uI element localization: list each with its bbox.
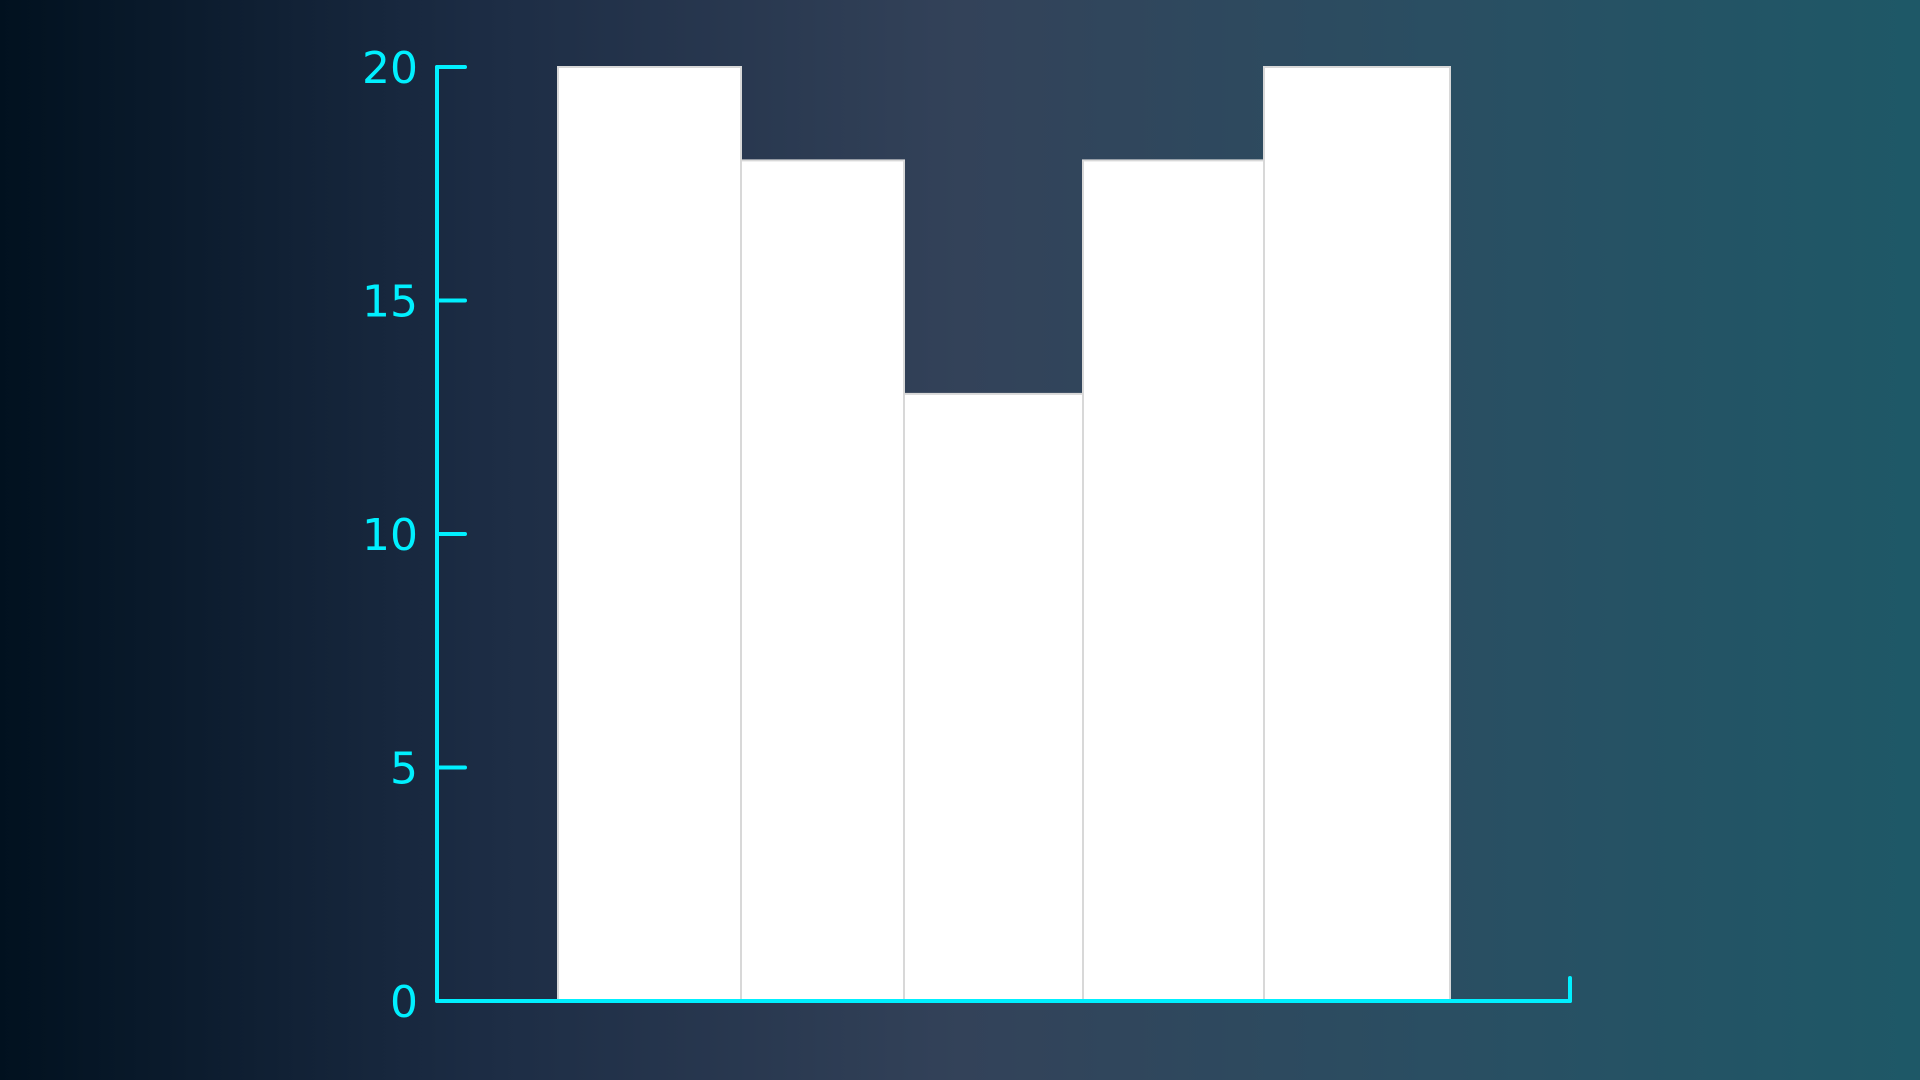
bar-1 <box>557 66 742 1002</box>
bar-3 <box>903 392 1084 1002</box>
y-ticks-group: 0 5 10 15 20 <box>362 43 467 1028</box>
bar-2 <box>740 159 905 1002</box>
y-tick-label-10: 10 <box>362 510 418 561</box>
y-tick-label-20: 20 <box>362 43 418 94</box>
bars-group <box>557 66 1451 1002</box>
bar-5 <box>1263 66 1451 1002</box>
y-tick-label-5: 5 <box>390 744 418 795</box>
bar-4 <box>1082 159 1265 1002</box>
y-tick-label-15: 15 <box>362 277 418 328</box>
y-tick-label-0: 0 <box>390 977 418 1028</box>
